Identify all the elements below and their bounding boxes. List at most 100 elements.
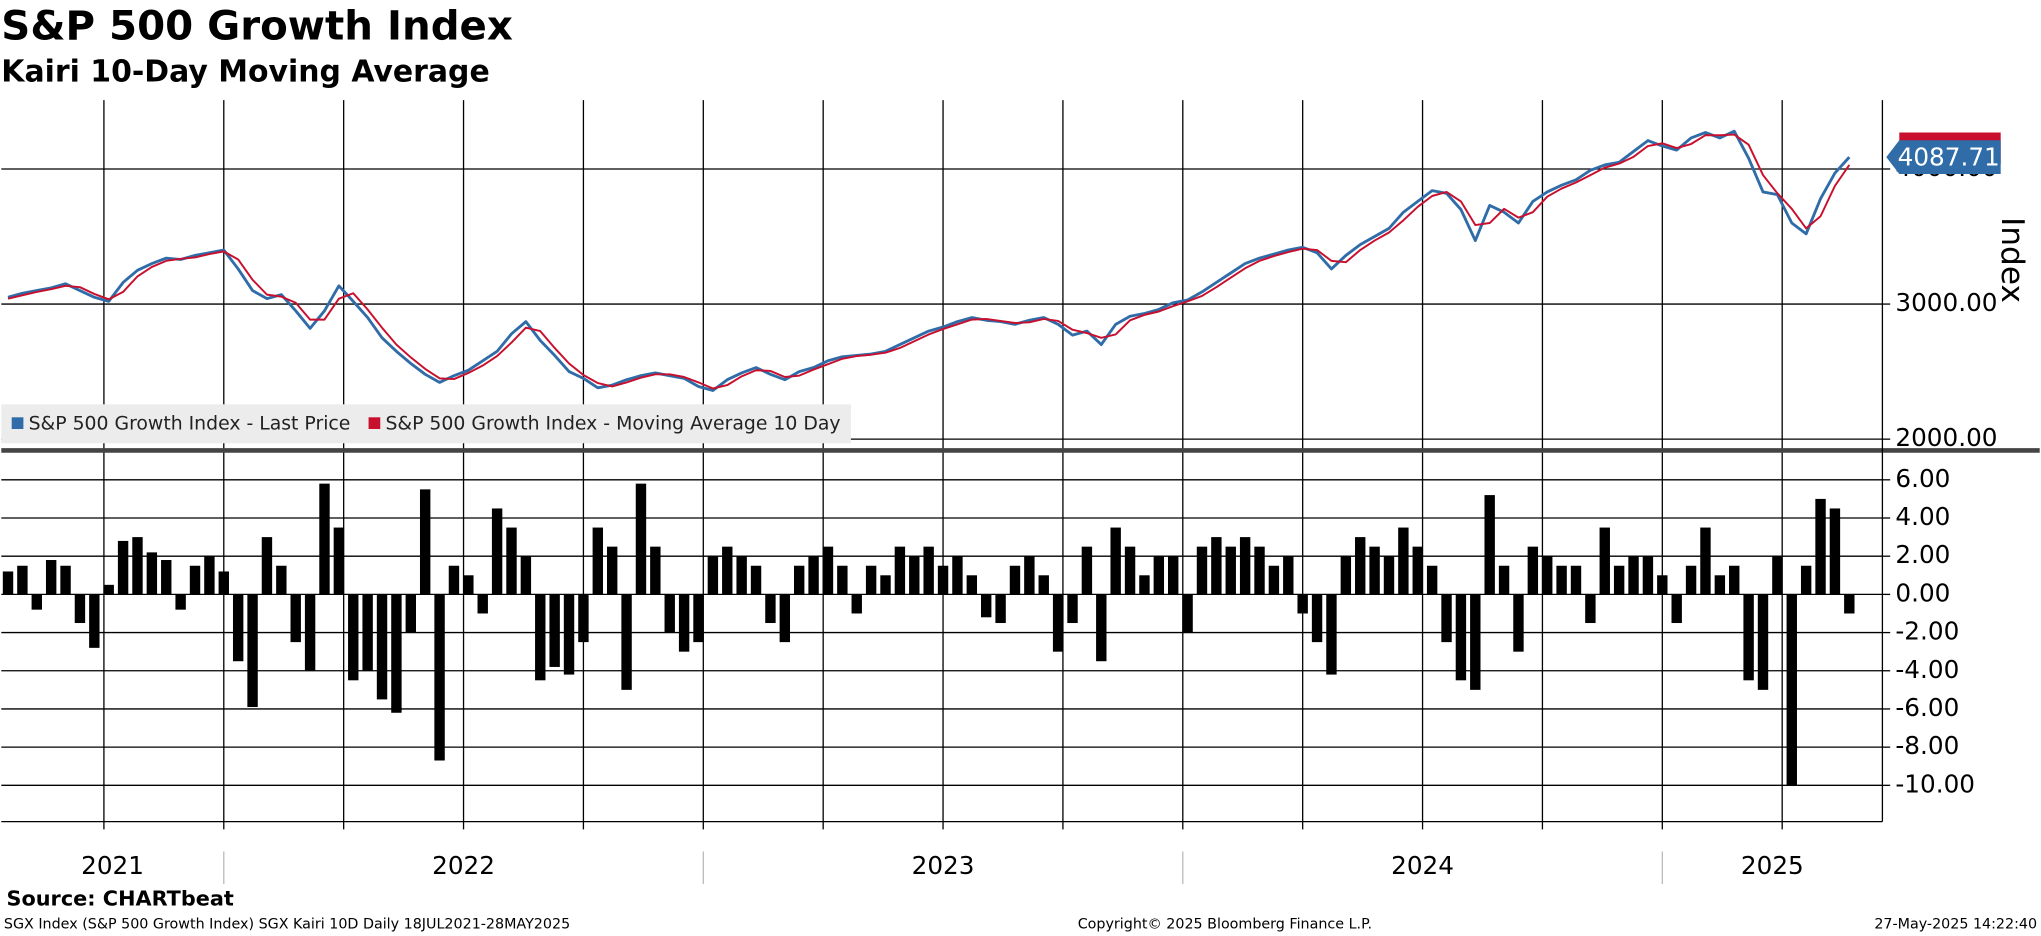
bar [1211,537,1222,595]
bar [1124,546,1136,595]
bar [434,594,445,761]
y-tick-label: -4.00 [1895,655,1959,684]
bar [650,546,661,595]
bar [1642,556,1654,595]
bar [722,546,733,595]
legend-label: S&P 500 Growth Index - Moving Average 10… [385,413,840,434]
bar [117,540,129,595]
bar [937,565,949,595]
y-tick-label: 4.00 [1895,502,1950,531]
bar [1340,556,1352,595]
legend-label: S&P 500 Growth Index - Last Price [29,413,351,434]
bar [894,546,906,595]
bar [362,594,373,671]
bar [1196,546,1208,595]
bar [981,594,992,618]
bar [851,594,862,614]
series-line [7,129,1851,392]
bar [1570,565,1582,595]
bar [146,552,158,595]
bar [1254,546,1265,595]
bar [909,556,920,595]
bar [1009,565,1021,595]
bar [1168,556,1179,595]
bar [621,594,632,690]
bar [837,565,848,595]
bar [707,556,719,595]
bar [175,594,186,610]
bar [693,594,704,643]
y-tick-label: 2000.00 [1895,423,1997,452]
bar [549,594,560,667]
bar [793,565,805,595]
legend-swatch [11,417,24,429]
bar [290,594,301,643]
x-tick-label: 2025 [1741,851,1804,880]
price-tag [1886,140,2001,175]
bar [1081,546,1093,595]
bar [1671,594,1682,624]
bar [1685,565,1697,595]
bar [1153,556,1165,595]
price-tag-label: 4087.71 [1898,142,2000,171]
bar [376,594,388,700]
bar [1542,556,1553,595]
bar [276,565,287,595]
bar [664,594,675,633]
bar [232,594,244,662]
bar [348,594,359,681]
bar [477,594,488,614]
bar [1498,565,1510,595]
bar [1096,594,1107,662]
bar [74,594,86,624]
bar [1513,594,1524,652]
bar [779,594,791,643]
bar [1613,565,1625,595]
bar [1139,575,1150,595]
bar [1110,527,1121,595]
bar [1470,594,1481,690]
bar [319,483,330,595]
legend-box [1,404,851,444]
bar [1657,575,1668,595]
y-tick-label: 0.00 [1895,578,1950,607]
bar [535,594,546,681]
x-tick-label: 2022 [432,851,495,880]
bar [1556,565,1567,595]
bar [189,565,201,595]
bar [132,537,143,595]
bar [1455,594,1467,681]
bar [1714,575,1726,595]
source: Source: CHARTbeat [7,887,234,911]
bar [2,571,14,595]
bar [247,594,258,708]
bar [1326,594,1337,675]
y-tick-label: 6.00 [1895,464,1950,493]
bar [1355,537,1366,595]
bar [1815,498,1826,595]
bar [1297,594,1308,614]
bar [880,575,891,595]
bar [506,527,517,595]
description: SGX Index (S&P 500 Growth Index) SGX Kai… [4,916,570,932]
bar [578,594,589,643]
timestamp: 27-May-2025 14:22:40 [1874,916,2037,932]
bar [45,560,57,595]
bar [750,565,762,595]
bar [491,508,503,595]
bar [89,594,100,648]
bar [463,575,474,595]
bar [419,489,431,595]
bar [563,594,575,675]
chart-title: S&P 500 Growth Index [1,3,513,50]
bar [1743,594,1754,681]
bar [1311,594,1323,643]
bar [1067,594,1078,624]
bar [1700,527,1711,595]
bar [923,546,934,595]
y-tick-label: 2.00 [1895,540,1950,569]
bar [995,594,1006,624]
series-line [7,133,1851,390]
